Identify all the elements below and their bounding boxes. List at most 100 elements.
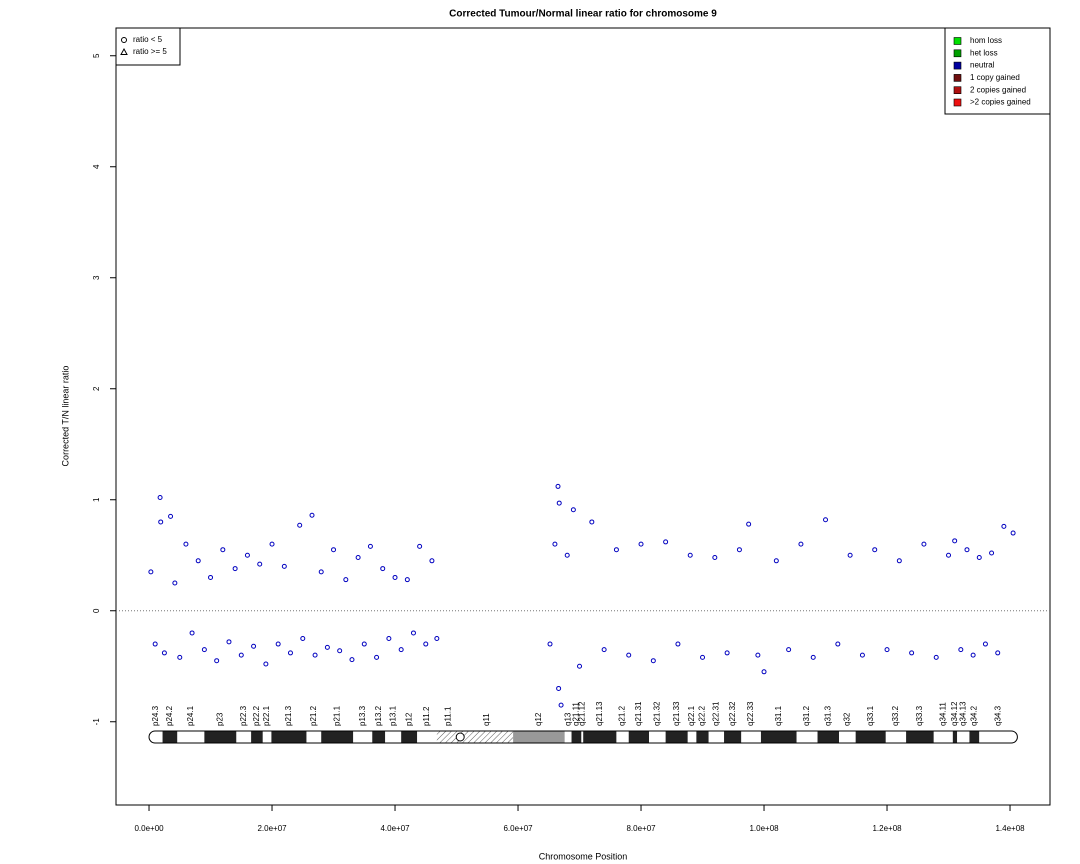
data-point (946, 552, 952, 558)
ideogram: p24.3 p24.2 p24.1 p23 p22.3 p22.2 p22.1 p21.3 p2… (148, 701, 1018, 744)
ideogram-band (724, 731, 742, 743)
data-point (712, 554, 718, 560)
data-point (157, 495, 163, 501)
band-label: p22.3 (239, 705, 248, 726)
data-point (208, 574, 214, 580)
legend-swatch (953, 98, 962, 107)
band-label: p24.2 (165, 705, 174, 726)
data-point (226, 639, 232, 645)
data-point (195, 558, 201, 564)
data-point (297, 522, 303, 528)
data-point (556, 500, 562, 506)
ideogram-band (855, 731, 886, 743)
data-point (589, 519, 595, 525)
data-point (386, 636, 392, 641)
data-point (909, 650, 915, 656)
data-point (343, 577, 349, 583)
ideogram-band (372, 731, 386, 743)
data-point (172, 580, 178, 586)
data-point (349, 657, 355, 663)
data-point (687, 552, 693, 558)
legend-box (944, 27, 1051, 115)
data-point (300, 636, 306, 641)
data-point (367, 543, 373, 549)
data-point (558, 702, 564, 708)
legend-label: >2 copies gained (970, 98, 1031, 107)
x-tick-label: 0.0e+00 (134, 824, 164, 833)
data-point (244, 552, 250, 558)
data-point (626, 652, 632, 658)
legend: hom loss het loss neutral 1 copy gained 2 co… (944, 27, 1051, 115)
legend-swatch (953, 61, 962, 70)
data-point (251, 643, 257, 649)
band-label: q31.2 (802, 705, 811, 726)
ideogram-band (177, 731, 205, 743)
band-label: p22.1 (262, 705, 271, 726)
data-point (220, 547, 226, 553)
data-point (896, 558, 902, 564)
ideogram-outline (148, 730, 1018, 744)
band-label: p13.3 (358, 705, 367, 726)
y-tick-label: -1 (92, 718, 101, 726)
data-point (238, 652, 244, 658)
data-point (650, 658, 656, 664)
data-point (700, 654, 706, 660)
ideogram-band (933, 731, 953, 743)
data-point (663, 539, 669, 545)
ideogram-band (236, 731, 252, 743)
data-point (952, 538, 958, 544)
band-label: q33.2 (891, 705, 900, 726)
data-point (835, 641, 841, 647)
y-tick-label: 1 (92, 497, 101, 502)
data-point (331, 547, 337, 553)
ideogram-band (817, 731, 840, 743)
data-point (177, 654, 183, 660)
data-point (675, 641, 681, 647)
band-label: q11 (482, 713, 491, 726)
data-point (552, 541, 558, 547)
band-label: p24.1 (186, 705, 195, 726)
data-point (337, 648, 343, 654)
legend-swatch (953, 49, 962, 58)
y-axis-label: Corrected T/N linear ratio (60, 366, 70, 467)
legend-swatch (953, 86, 962, 94)
data-point (958, 647, 964, 653)
data-point (168, 513, 174, 519)
band-label: q22.1 (687, 705, 696, 726)
band-label: p11.1 (444, 706, 453, 726)
band-label: q34.3 (993, 705, 1002, 726)
legend-box (115, 27, 181, 66)
data-point (989, 550, 995, 556)
ideogram-band (571, 731, 582, 743)
ideogram-band (251, 731, 263, 743)
band-label: q21.2 (618, 705, 627, 726)
data-point (434, 636, 440, 641)
ideogram-band (401, 731, 418, 743)
x-tick-label: 6.0e+07 (503, 824, 533, 833)
data-point (201, 647, 207, 653)
x-tick-label: 1.2e+08 (872, 824, 902, 833)
data-point (746, 521, 752, 527)
band-label: q22.33 (746, 701, 755, 726)
band-label: p22.2 (252, 705, 261, 726)
ideogram-band (460, 731, 514, 743)
legend-swatch (953, 74, 962, 82)
plot-frame (115, 27, 1051, 806)
legend-label: 2 copies gained (970, 85, 1026, 94)
ideogram-band (741, 731, 761, 743)
x-tick-label: 1.0e+08 (749, 824, 779, 833)
band-label: p23 (215, 712, 224, 726)
legend-symbol (121, 37, 127, 43)
data-point (429, 558, 435, 564)
ideogram-band (262, 731, 272, 743)
band-label: q31.3 (823, 705, 832, 726)
band-label: q31.1 (774, 705, 783, 726)
y-tick-label: 3 (92, 275, 101, 280)
data-point (1001, 523, 1007, 529)
ideogram-band (760, 731, 797, 743)
data-point (269, 541, 275, 547)
band-label: p12 (404, 712, 413, 726)
data-point (380, 566, 386, 572)
x-tick-label: 2.0e+07 (257, 824, 287, 833)
ideogram-band (436, 731, 461, 743)
